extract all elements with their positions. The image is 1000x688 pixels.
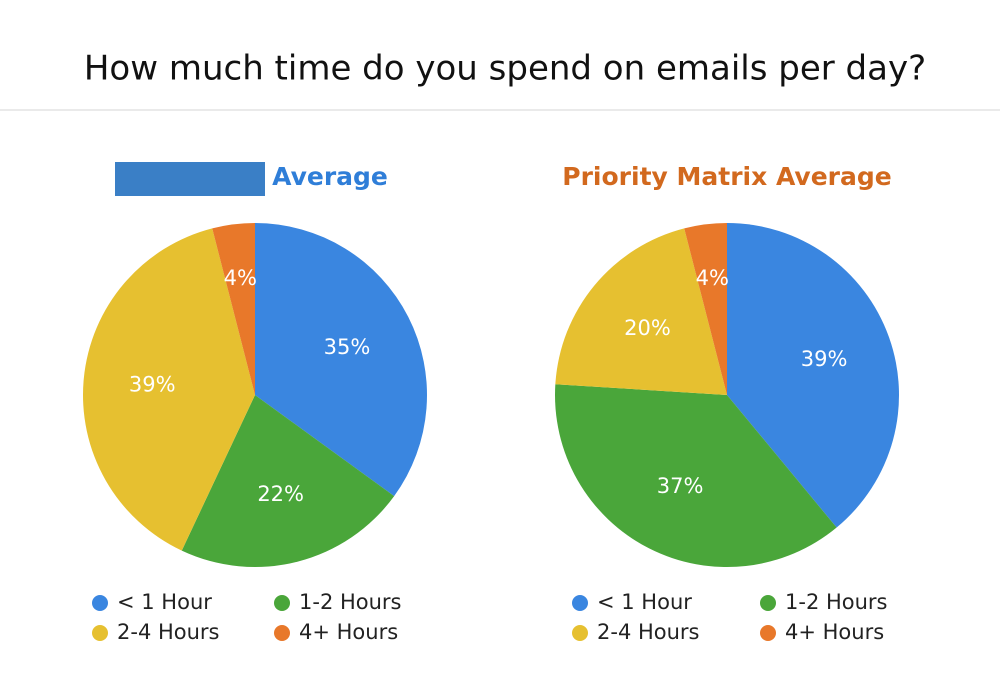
slice-label: 39% <box>801 347 848 371</box>
legend-label: 4+ Hours <box>299 620 398 644</box>
chart-title: Average <box>272 162 388 191</box>
slice-label: 37% <box>657 474 704 498</box>
legend-swatch <box>92 625 108 641</box>
pie-slice <box>555 384 837 567</box>
redaction-box <box>115 162 265 196</box>
legend-label: 1-2 Hours <box>299 590 402 614</box>
pie-slice <box>181 395 395 567</box>
legend-label: < 1 Hour <box>117 590 212 614</box>
slice-label: 4% <box>696 266 729 290</box>
pie-slice <box>727 223 899 528</box>
legend-label: 4+ Hours <box>785 620 884 644</box>
chart-title: Priority Matrix Average <box>562 162 891 191</box>
pie-slice <box>212 223 255 395</box>
slice-label: 4% <box>224 266 257 290</box>
legend-swatch <box>760 595 776 611</box>
legend-label: 2-4 Hours <box>597 620 700 644</box>
pie-slice <box>255 223 427 497</box>
pie-slice <box>684 223 727 395</box>
legend-swatch <box>274 595 290 611</box>
slice-label: 35% <box>324 335 371 359</box>
legend-swatch <box>274 625 290 641</box>
slice-label: 20% <box>624 316 671 340</box>
legend-swatch <box>92 595 108 611</box>
legend-swatch <box>760 625 776 641</box>
pie-slice <box>83 228 256 551</box>
pie-slice <box>555 228 727 395</box>
legend-swatch <box>572 595 588 611</box>
legend-swatch <box>572 625 588 641</box>
legend-label: < 1 Hour <box>597 590 692 614</box>
legend-label: 2-4 Hours <box>117 620 220 644</box>
legend-label: 1-2 Hours <box>785 590 888 614</box>
slide-title: How much time do you spend on emails per… <box>84 49 926 89</box>
slice-label: 22% <box>257 482 304 506</box>
slice-label: 39% <box>129 372 176 396</box>
